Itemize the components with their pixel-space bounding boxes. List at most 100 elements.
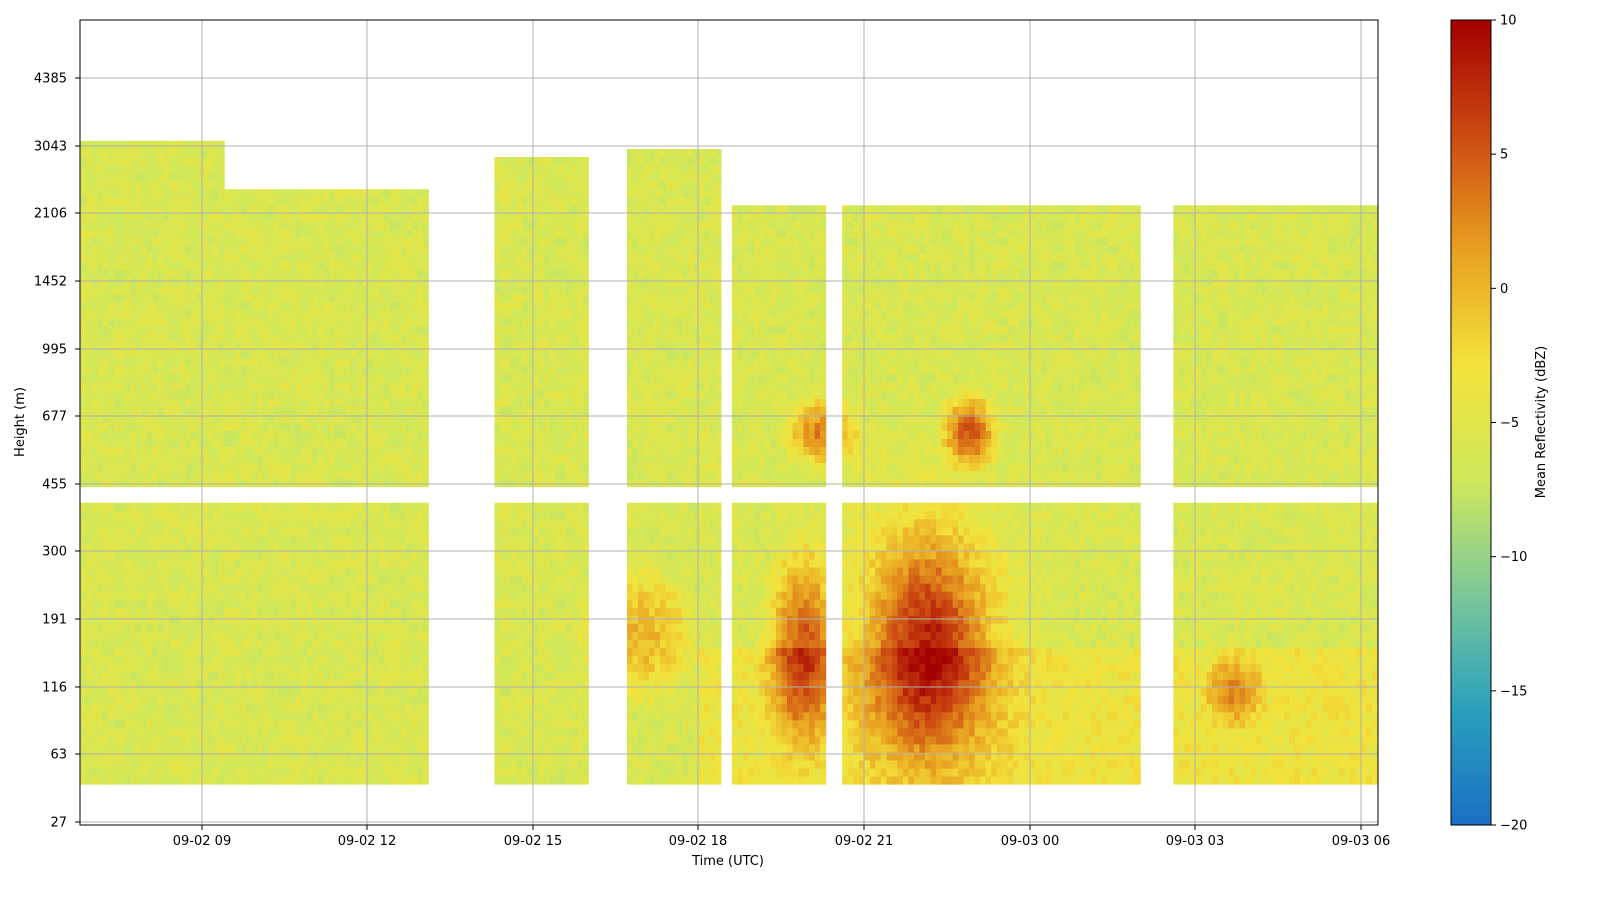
heatmap-cell	[119, 181, 126, 190]
heatmap-cell	[157, 776, 164, 785]
heatmap-cell	[124, 438, 131, 447]
heatmap-cell	[505, 623, 512, 632]
heatmap-cell	[356, 470, 363, 480]
heatmap-cell	[500, 526, 507, 536]
heatmap-cell	[406, 406, 413, 415]
heatmap-cell	[367, 261, 374, 271]
heatmap-cell	[273, 647, 280, 656]
heatmap-cell	[246, 591, 253, 600]
heatmap-cell	[328, 510, 335, 520]
heatmap-cell	[80, 277, 87, 287]
heatmap-cell	[279, 374, 286, 383]
heatmap-cell	[362, 293, 369, 303]
heatmap-cell	[378, 631, 385, 640]
heatmap-cell	[113, 647, 120, 656]
heatmap-cell	[362, 333, 369, 343]
heatmap-cell	[262, 261, 269, 271]
heatmap-cell	[80, 711, 87, 721]
heatmap-cell	[306, 703, 313, 713]
heatmap-cell	[218, 301, 225, 311]
heatmap-cell	[179, 631, 186, 640]
heatmap-cell	[284, 293, 291, 303]
heatmap-cell	[202, 422, 209, 431]
heatmap-cell	[207, 583, 214, 592]
heatmap-cell	[191, 333, 198, 343]
heatmap-cell	[284, 567, 291, 576]
heatmap-cell	[108, 599, 115, 608]
heatmap-cell	[356, 446, 363, 455]
heatmap-cell	[373, 719, 380, 729]
heatmap-cell	[97, 599, 104, 608]
heatmap-cell	[157, 534, 164, 544]
heatmap-cell	[207, 599, 214, 608]
heatmap-cell	[174, 213, 181, 222]
heatmap-cell	[229, 237, 236, 246]
heatmap-cell	[257, 631, 264, 640]
heatmap-cell	[130, 140, 137, 150]
heatmap-cell	[229, 647, 236, 656]
heatmap-cell	[378, 518, 385, 528]
heatmap-cell	[218, 695, 225, 705]
heatmap-cell	[334, 366, 341, 375]
heatmap-cell	[102, 575, 109, 584]
heatmap-cell	[301, 205, 308, 214]
heatmap-cell	[500, 711, 507, 721]
heatmap-cell	[373, 583, 380, 592]
heatmap-cell	[400, 599, 407, 608]
heatmap-cell	[494, 454, 501, 464]
heatmap-cell	[340, 374, 347, 383]
heatmap-cell	[312, 695, 319, 705]
heatmap-cell	[411, 639, 418, 648]
heatmap-cell	[102, 454, 109, 464]
heatmap-cell	[323, 269, 330, 279]
heatmap-cell	[301, 776, 308, 785]
heatmap-cell	[213, 526, 220, 536]
heatmap-cell	[141, 567, 148, 576]
heatmap-cell	[511, 350, 518, 359]
heatmap-cell	[279, 414, 286, 423]
heatmap-cell	[108, 502, 115, 512]
heatmap-cell	[146, 205, 153, 214]
heatmap-cell	[235, 398, 242, 407]
heatmap-cell	[152, 261, 159, 271]
heatmap-cell	[284, 599, 291, 608]
heatmap-cell	[389, 583, 396, 592]
heatmap-cell	[218, 438, 225, 447]
heatmap-cell	[317, 776, 324, 785]
heatmap-cell	[411, 309, 418, 319]
heatmap-cell	[97, 382, 104, 391]
heatmap-cell	[395, 743, 402, 753]
heatmap-cell	[312, 253, 319, 263]
heatmap-cell	[163, 398, 170, 407]
heatmap-cell	[207, 679, 214, 689]
heatmap-cell	[229, 599, 236, 608]
heatmap-cell	[373, 623, 380, 632]
heatmap-cell	[168, 309, 175, 319]
heatmap-cell	[268, 502, 275, 512]
heatmap-cell	[91, 768, 98, 777]
heatmap-cell	[290, 430, 297, 439]
heatmap-cell	[340, 430, 347, 439]
heatmap-cell	[235, 341, 242, 351]
heatmap-cell	[262, 727, 269, 737]
heatmap-cell	[218, 165, 225, 174]
heatmap-cell	[340, 358, 347, 367]
heatmap-cell	[124, 663, 131, 673]
heatmap-cell	[505, 406, 512, 415]
heatmap-cell	[141, 550, 148, 560]
heatmap-cell	[202, 438, 209, 447]
heatmap-cell	[196, 639, 203, 648]
heatmap-cell	[268, 398, 275, 407]
heatmap-cell	[389, 711, 396, 721]
heatmap-cell	[91, 526, 98, 536]
heatmap-cell	[389, 317, 396, 327]
heatmap-cell	[400, 559, 407, 568]
heatmap-cell	[328, 526, 335, 536]
heatmap-cell	[102, 695, 109, 705]
heatmap-cell	[273, 534, 280, 544]
heatmap-cell	[500, 591, 507, 600]
heatmap-cell	[317, 317, 324, 327]
heatmap-cell	[351, 358, 358, 367]
heatmap-cell	[196, 760, 203, 769]
heatmap-cell	[279, 333, 286, 343]
